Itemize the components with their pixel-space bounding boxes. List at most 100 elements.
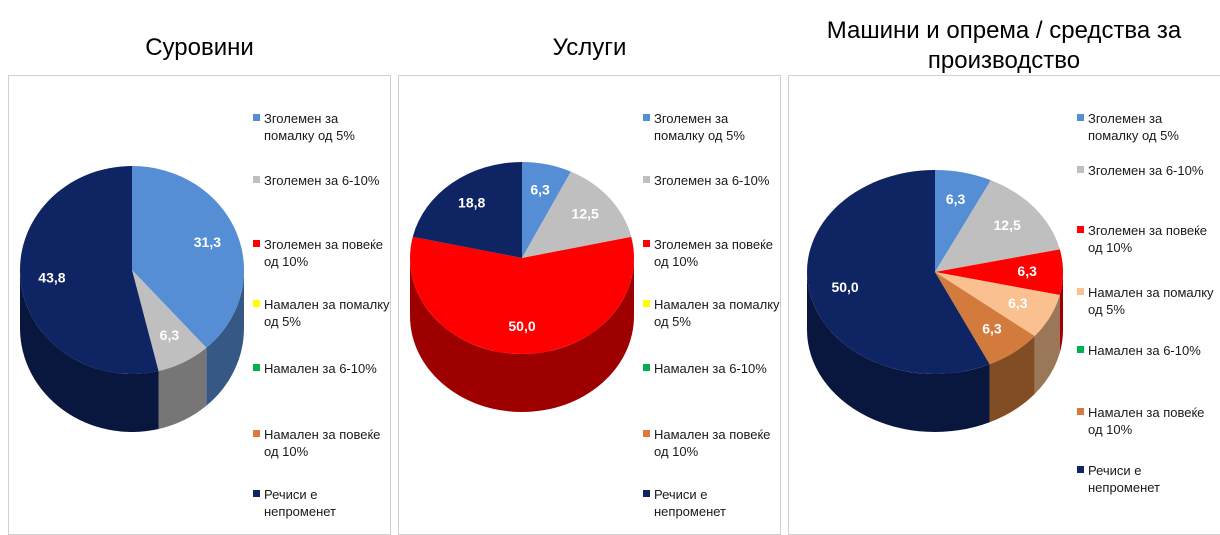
legend-swatch: [1077, 408, 1084, 415]
data-label: 31,3: [194, 234, 221, 250]
data-label: 6,3: [160, 327, 180, 343]
legend-item: Намален за помалку од 5%: [253, 296, 392, 330]
data-label: 50,0: [831, 279, 858, 295]
legend-item: Зголемен за помалку од 5%: [643, 110, 782, 144]
slice-side: [158, 347, 207, 430]
legend-swatch: [643, 490, 650, 497]
legend-label: Намален за 6-10%: [1088, 343, 1201, 358]
legend-swatch: [1077, 114, 1084, 121]
pie-slice: [522, 171, 632, 258]
legend-swatch: [253, 430, 260, 437]
legend-item: Зголемен за 6-10%: [1077, 162, 1216, 179]
legend-label: Намален за помалку од 5%: [1088, 285, 1214, 317]
legend-label: Намален за повеќе од 10%: [1088, 405, 1205, 437]
slice-side: [410, 258, 634, 412]
legend-label: Намален за 6-10%: [264, 361, 377, 376]
legend-label: Намален за 6-10%: [654, 361, 767, 376]
chart-title: Услуги: [552, 34, 627, 61]
pie-slice: [935, 272, 1060, 337]
legend-swatch: [1077, 466, 1084, 473]
legend-label: Зголемен за повеќе од 10%: [1088, 223, 1208, 255]
legend-label: Зголемен за 6-10%: [264, 173, 380, 188]
chart-title: Машини и опрема / средства за производст…: [826, 17, 1182, 74]
legend-label: Зголемен за помалку од 5%: [1088, 111, 1179, 143]
pie-slice: [522, 162, 571, 258]
legend-swatch: [643, 300, 650, 307]
legend-label: Зголемен за помалку од 5%: [654, 111, 745, 143]
legend-item: Зголемен за повеќе од 10%: [1077, 222, 1216, 256]
legend-label: Речиси е непроменет: [1088, 463, 1161, 495]
legend-label: Зголемен за повеќе од 10%: [654, 237, 774, 269]
legend-swatch: [643, 364, 650, 371]
pie-slice: [412, 162, 522, 258]
legend-swatch: [1077, 166, 1084, 173]
legend-label: Намален за повеќе од 10%: [264, 427, 381, 459]
legend-item: Зголемен за 6-10%: [643, 172, 782, 189]
pie-slice: [935, 272, 1035, 365]
legend-item: Зголемен за помалку од 5%: [253, 110, 392, 144]
legend-swatch: [253, 114, 260, 121]
data-label: 12,5: [994, 217, 1021, 233]
slice-side: [206, 270, 244, 406]
legend-label: Зголемен за 6-10%: [1088, 163, 1204, 178]
legend-item: Речиси е непроменет: [643, 486, 782, 520]
legend-swatch: [1077, 226, 1084, 233]
legend-label: Зголемен за 6-10%: [654, 173, 770, 188]
legend-label: Речиси е непроменет: [654, 487, 727, 519]
legend-swatch: [253, 490, 260, 497]
legend-item: Зголемен за 6-10%: [253, 172, 392, 189]
legend-item: Намален за помалку од 5%: [643, 296, 782, 330]
legend-item: Намален за 6-10%: [1077, 342, 1216, 359]
data-label: 6,3: [946, 191, 966, 207]
legend-swatch: [1077, 288, 1084, 295]
data-label: 6,3: [1008, 295, 1028, 311]
legend-item: Намален за 6-10%: [643, 360, 782, 377]
legend-item: Намален за повеќе од 10%: [643, 426, 782, 460]
legend-swatch: [643, 114, 650, 121]
slice-side: [989, 336, 1035, 423]
data-label: 6,3: [982, 320, 1002, 336]
pie-slice: [935, 170, 991, 272]
pie-slice: [409, 236, 634, 354]
legend-label: Намален за повеќе од 10%: [654, 427, 771, 459]
data-label: 12,5: [572, 206, 599, 222]
legend-swatch: [643, 240, 650, 247]
legend-item: Зголемен за повеќе од 10%: [643, 236, 782, 270]
legend-swatch: [643, 430, 650, 437]
legend-item: Намален за повеќе од 10%: [1077, 404, 1216, 438]
legend-item: Речиси е непроменет: [253, 486, 392, 520]
legend-swatch: [253, 364, 260, 371]
legend-label: Зголемен за повеќе од 10%: [264, 237, 384, 269]
legend-item: Намален за повеќе од 10%: [253, 426, 392, 460]
legend-item: Зголемен за помалку од 5%: [1077, 110, 1216, 144]
legend-swatch: [253, 176, 260, 183]
slice-side: [807, 272, 990, 433]
data-label: 6,3: [1017, 263, 1037, 279]
pie-slice: [935, 249, 1063, 296]
legend-item: Зголемен за повеќе од 10%: [253, 236, 392, 270]
legend-label: Намален за помалку од 5%: [654, 297, 780, 329]
legend-item: Речиси е непроменет: [1077, 462, 1216, 496]
slice-side: [1034, 295, 1060, 395]
pie-slice: [132, 166, 245, 348]
legend-swatch: [643, 176, 650, 183]
pie-slice: [807, 170, 990, 374]
legend-label: Намален за помалку од 5%: [264, 297, 390, 329]
chart-title: Суровини: [145, 34, 254, 61]
pie-slice: [20, 166, 159, 374]
data-label: 43,8: [38, 270, 65, 286]
pie-slice: [132, 270, 207, 372]
legend-label: Речиси е непроменет: [264, 487, 337, 519]
data-label: 50,0: [508, 318, 535, 334]
legend-item: Намален за 6-10%: [253, 360, 392, 377]
legend-item: Намален за помалку од 5%: [1077, 284, 1216, 318]
slice-side: [1059, 272, 1063, 354]
legend-swatch: [1077, 346, 1084, 353]
data-label: 18,8: [458, 195, 485, 211]
slice-side: [20, 270, 159, 433]
data-label: 6,3: [530, 181, 550, 197]
legend-label: Зголемен за помалку од 5%: [264, 111, 355, 143]
legend-swatch: [253, 300, 260, 307]
